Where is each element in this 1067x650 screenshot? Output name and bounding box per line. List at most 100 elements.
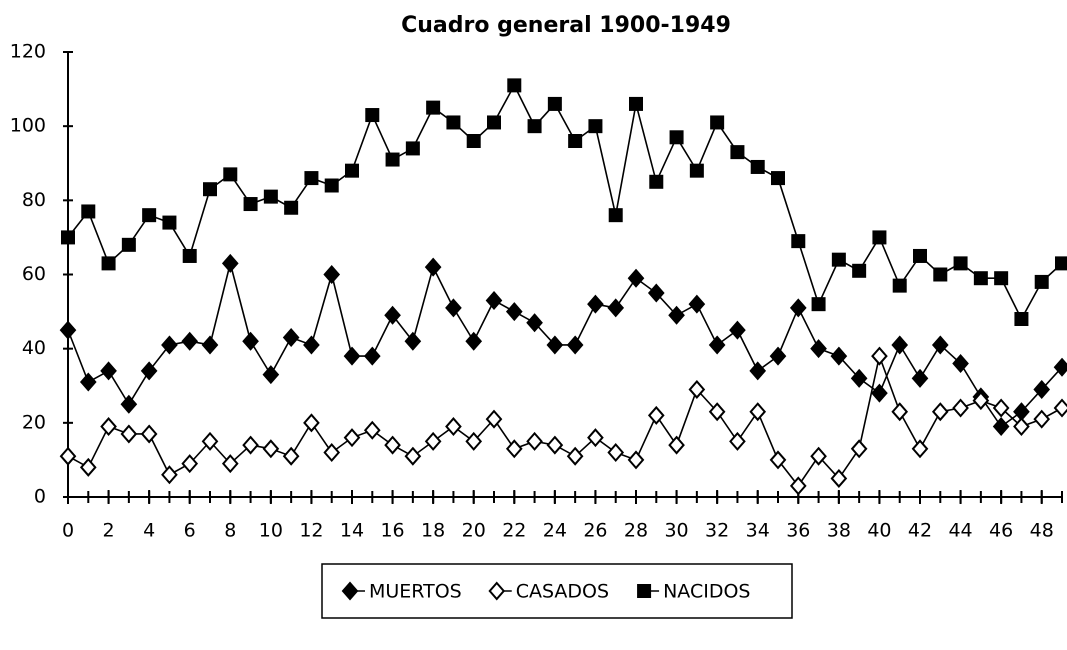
marker [526,313,543,333]
marker [810,339,827,359]
marker [830,346,848,366]
marker [992,398,1010,418]
marker [140,424,158,444]
marker [649,174,664,189]
marker [811,297,826,312]
chart-title: Cuadro general 1900-1949 [401,13,731,38]
x-tick-label: 4 [143,520,155,542]
marker [852,263,867,278]
marker [284,200,299,215]
x-tick-label: 22 [502,520,526,542]
x-tick-label: 2 [103,520,115,542]
marker [647,283,665,303]
x-tick-label: 30 [664,520,688,542]
marker [363,346,381,366]
x-tick-label: 24 [543,520,567,542]
marker [323,442,341,463]
marker [363,420,381,440]
marker [424,257,442,277]
marker [140,361,158,381]
marker [282,446,300,466]
marker [181,331,199,351]
marker [385,152,400,167]
legend-label: MUERTOS [369,581,462,603]
marker [668,305,685,325]
marker [488,581,506,601]
marker [1033,409,1051,429]
x-tick-label: 32 [705,520,729,542]
marker [810,446,827,466]
marker [304,171,319,186]
marker [546,335,564,355]
marker [871,346,888,366]
marker [637,584,652,598]
marker [182,248,197,263]
marker [850,439,868,459]
marker [282,328,300,348]
x-tick-label: 40 [867,520,891,542]
marker [872,230,887,245]
marker [203,182,217,197]
marker [343,346,361,366]
marker [911,439,929,459]
x-tick-label: 14 [340,520,364,542]
marker [953,256,968,271]
marker [445,298,462,318]
x-tick-label: 42 [908,520,932,542]
marker [729,431,746,451]
marker [994,271,1009,286]
marker [100,417,117,437]
marker [303,413,320,433]
marker [568,134,583,148]
marker [343,428,361,448]
legend: MUERTOS CASADOS NACIDOS [321,563,793,619]
marker [221,454,239,474]
x-tick-label: 12 [299,520,323,542]
x-tick-label: 48 [1030,520,1054,542]
x-tick-label: 0 [62,520,74,542]
marker [647,405,665,425]
y-tick-label: 120 [10,41,46,63]
marker [933,267,948,282]
marker [303,335,320,355]
marker [426,100,441,115]
marker [973,271,988,286]
marker [79,457,97,477]
x-tick-label: 16 [380,520,404,542]
marker [972,391,990,411]
marker [749,361,767,381]
x-tick-label: 8 [224,520,236,542]
marker [161,465,178,485]
marker [384,305,401,325]
marker [181,454,199,474]
y-tick-label: 80 [22,189,46,211]
series-line [67,353,1063,488]
marker [1013,417,1030,437]
marker [526,431,543,451]
marker [952,353,969,374]
marker [101,256,116,271]
marker [324,178,339,193]
marker [913,248,927,263]
marker [100,361,117,381]
marker [446,115,461,130]
marker [263,189,278,204]
y-tick-label: 40 [22,337,46,359]
marker [871,383,888,403]
legend-box [321,563,793,619]
legend-label: CASADOS [516,581,609,603]
marker [505,302,523,322]
marker [162,215,177,230]
marker [507,78,522,93]
x-tick-label: 18 [421,520,445,542]
marker [892,278,907,293]
marker [546,435,564,455]
marker [384,435,401,455]
series-line [67,83,1063,321]
marker [587,428,604,448]
marker [485,409,503,429]
marker [79,372,97,392]
marker [710,115,725,130]
marker [729,320,746,340]
